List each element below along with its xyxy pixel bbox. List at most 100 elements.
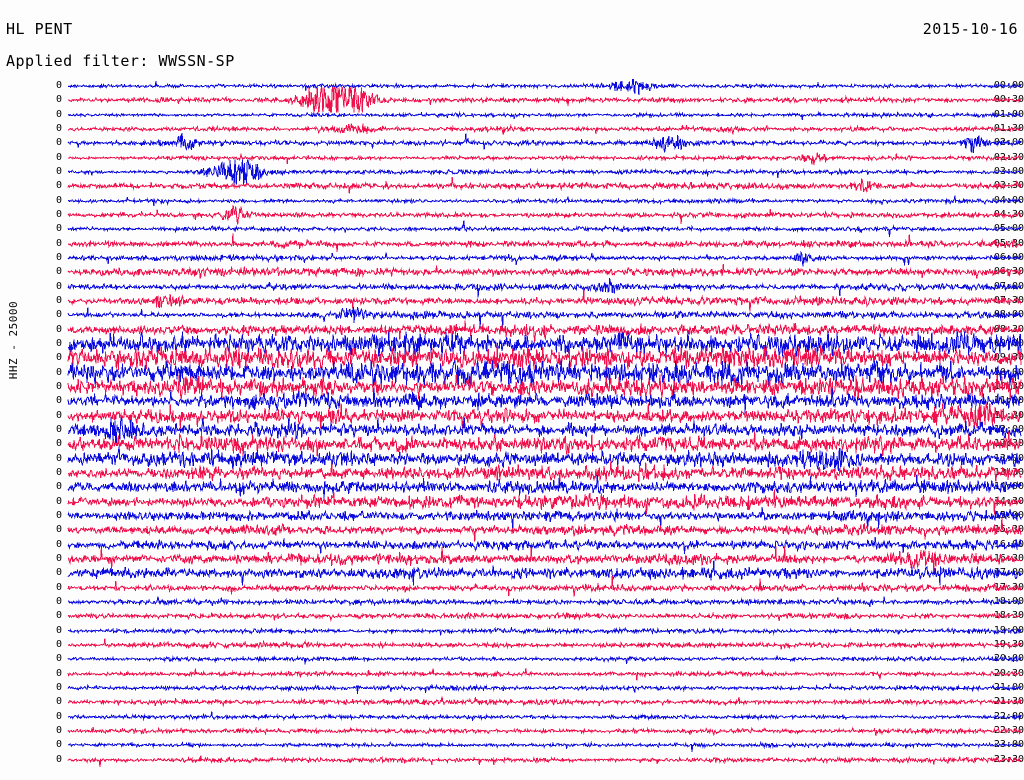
- seismic-trace: [0, 704, 1024, 734]
- trace-time-label: 10:00: [993, 366, 1024, 378]
- seismic-trace: [0, 359, 1024, 390]
- seismic-trace: [0, 689, 1024, 719]
- zero-tick-label: 0: [56, 309, 63, 321]
- trace-time-label: 05:30: [993, 237, 1024, 249]
- trace-time-label: 12:30: [993, 438, 1024, 450]
- zero-tick-label: 0: [56, 266, 63, 278]
- zero-tick-label: 0: [56, 524, 63, 536]
- trace-time-label: 09:30: [993, 352, 1024, 364]
- seismic-trace: [0, 302, 1024, 332]
- zero-tick-label: 0: [56, 481, 63, 493]
- seismic-trace: [0, 73, 1024, 103]
- seismic-trace: [0, 445, 1024, 476]
- seismic-trace: [0, 661, 1024, 691]
- seismic-trace: [0, 202, 1024, 232]
- zero-tick-label: 0: [56, 495, 63, 507]
- zero-tick-label: 0: [56, 567, 63, 579]
- seismic-trace: [0, 259, 1024, 289]
- zero-tick-label: 0: [56, 395, 63, 407]
- applied-filter-label: Applied filter: WWSSN-SP: [6, 52, 235, 70]
- zero-tick-label: 0: [56, 251, 63, 263]
- trace-time-label: 12:00: [993, 423, 1024, 435]
- seismic-trace: [0, 87, 1024, 117]
- zero-tick-label: 0: [56, 380, 63, 392]
- zero-tick-label: 0: [56, 122, 63, 134]
- zero-tick-label: 0: [56, 237, 63, 249]
- zero-tick-label: 0: [56, 409, 63, 421]
- trace-time-label: 21:00: [993, 681, 1024, 693]
- zero-tick-label: 0: [56, 739, 63, 751]
- zero-tick-label: 0: [56, 208, 63, 220]
- zero-tick-label: 0: [56, 438, 63, 450]
- seismic-trace: [0, 231, 1024, 261]
- zero-tick-label: 0: [56, 352, 63, 364]
- seismic-trace: [0, 603, 1024, 633]
- seismic-trace: [0, 589, 1024, 619]
- seismic-trace: [0, 431, 1024, 461]
- trace-time-label: 20:30: [993, 667, 1024, 679]
- trace-time-label: 15:30: [993, 524, 1024, 536]
- zero-tick-label: 0: [56, 624, 63, 636]
- seismic-trace: [0, 417, 1024, 447]
- zero-tick-label: 0: [56, 366, 63, 378]
- seismic-trace: [0, 330, 1024, 361]
- seismic-trace: [0, 632, 1024, 662]
- zero-tick-label: 0: [56, 653, 63, 665]
- seismic-trace: [0, 216, 1024, 246]
- seismic-trace: [0, 646, 1024, 676]
- seismic-trace: [0, 102, 1024, 132]
- seismic-trace: [0, 560, 1024, 590]
- seismic-trace: [0, 345, 1024, 375]
- seismic-trace: [0, 130, 1024, 160]
- zero-tick-label: 0: [56, 165, 63, 177]
- seismic-trace: [0, 116, 1024, 146]
- seismic-trace: [0, 718, 1024, 748]
- trace-time-label: 19:00: [993, 624, 1024, 636]
- zero-tick-label: 0: [56, 509, 63, 521]
- seismic-trace: [0, 188, 1024, 218]
- seismic-trace: [0, 159, 1024, 189]
- seismic-trace: [0, 488, 1024, 519]
- zero-tick-label: 0: [56, 538, 63, 550]
- seismic-trace: [0, 546, 1024, 576]
- zero-tick-label: 0: [56, 667, 63, 679]
- zero-tick-label: 0: [56, 753, 63, 765]
- seismic-trace: [0, 675, 1024, 705]
- zero-tick-label: 0: [56, 137, 63, 149]
- zero-tick-label: 0: [56, 638, 63, 650]
- seismic-trace: [0, 402, 1024, 433]
- date-label: 2015-10-16: [922, 20, 1018, 38]
- trace-time-label: 17:30: [993, 581, 1024, 593]
- zero-tick-label: 0: [56, 581, 63, 593]
- seismic-trace: [0, 474, 1024, 504]
- zero-tick-label: 0: [56, 696, 63, 708]
- station-title: HL PENT: [6, 20, 73, 38]
- seismic-trace: [0, 618, 1024, 648]
- zero-tick-label: 0: [56, 94, 63, 106]
- zero-tick-label: 0: [56, 294, 63, 306]
- seismic-trace: [0, 747, 1024, 777]
- trace-time-label: 11:00: [993, 395, 1024, 407]
- zero-tick-label: 0: [56, 710, 63, 722]
- trace-canvas: 00:00 0 00:30 0 01:00 0 01:30 0 02:00 0 02:30 0 03:0…: [0, 78, 1024, 778]
- seismic-trace: [0, 503, 1024, 533]
- zero-tick-label: 0: [56, 194, 63, 206]
- zero-tick-label: 0: [56, 681, 63, 693]
- seismic-trace: [0, 274, 1024, 304]
- zero-tick-label: 0: [56, 151, 63, 163]
- zero-tick-label: 0: [56, 552, 63, 564]
- seismic-trace: [0, 374, 1024, 404]
- zero-tick-label: 0: [56, 223, 63, 235]
- trace-time-label: 09:00: [993, 337, 1024, 349]
- zero-tick-label: 0: [56, 108, 63, 120]
- seismic-trace: [0, 388, 1024, 418]
- trace-time-label: 04:30: [993, 208, 1024, 220]
- seismic-trace: [0, 532, 1024, 562]
- seismic-trace: [0, 245, 1024, 275]
- trace-time-label: 06:30: [993, 266, 1024, 278]
- zero-tick-label: 0: [56, 452, 63, 464]
- zero-tick-label: 0: [56, 724, 63, 736]
- seismic-trace: [0, 517, 1024, 547]
- seismic-trace: [0, 574, 1024, 605]
- seismic-trace: [0, 145, 1024, 175]
